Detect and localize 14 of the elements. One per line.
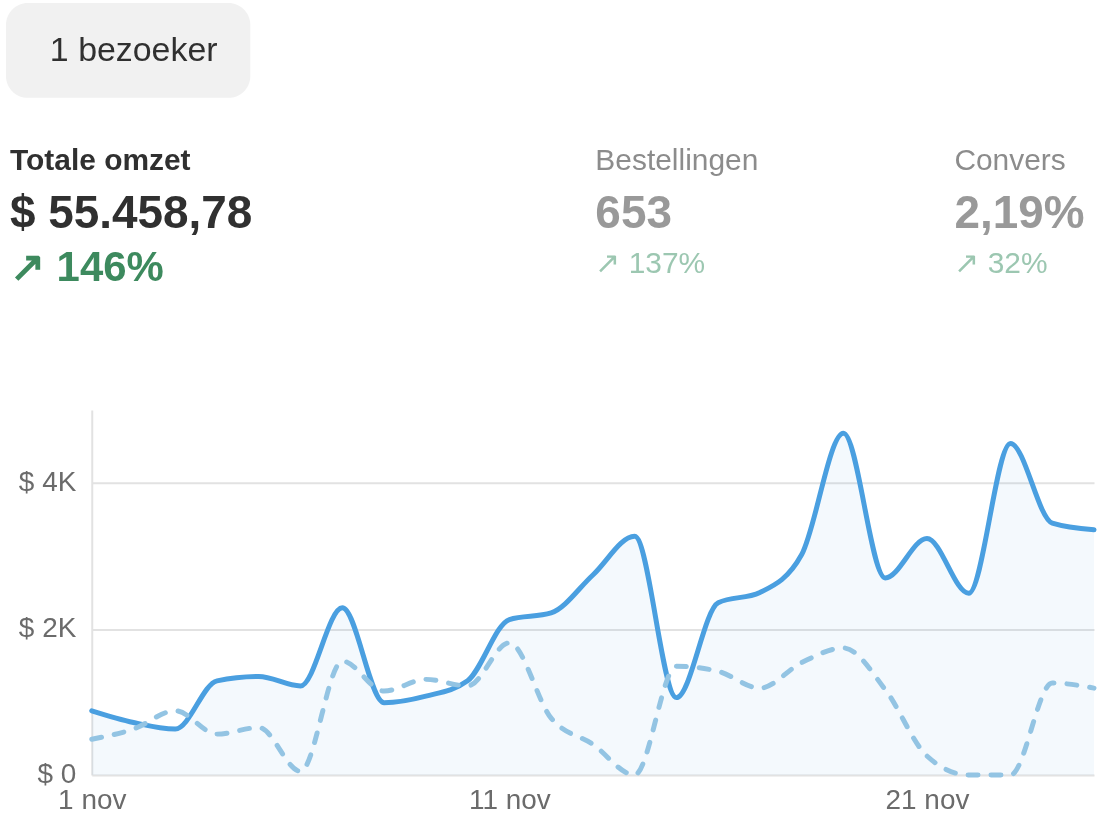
text: $ 55.458,78: [9, 186, 253, 239]
text: ↗ 137%: [595, 246, 706, 280]
text: ↗ 32%: [954, 246, 1048, 280]
text: 1 bezoeker: [49, 29, 218, 68]
text: 653: [595, 186, 672, 239]
text: ↗ 146%: [9, 243, 164, 291]
text: Bestellingen: [595, 142, 759, 176]
x-tick-label: 11 nov: [469, 784, 551, 816]
text: Convers: [954, 142, 1066, 176]
y-tick-label: $ 2K: [18, 612, 77, 644]
text: Totale omzet: [9, 142, 191, 176]
text: 2,19%: [954, 186, 1085, 239]
y-tick-label: $ 4K: [18, 466, 77, 498]
x-tick-label: 21 nov: [885, 784, 970, 816]
